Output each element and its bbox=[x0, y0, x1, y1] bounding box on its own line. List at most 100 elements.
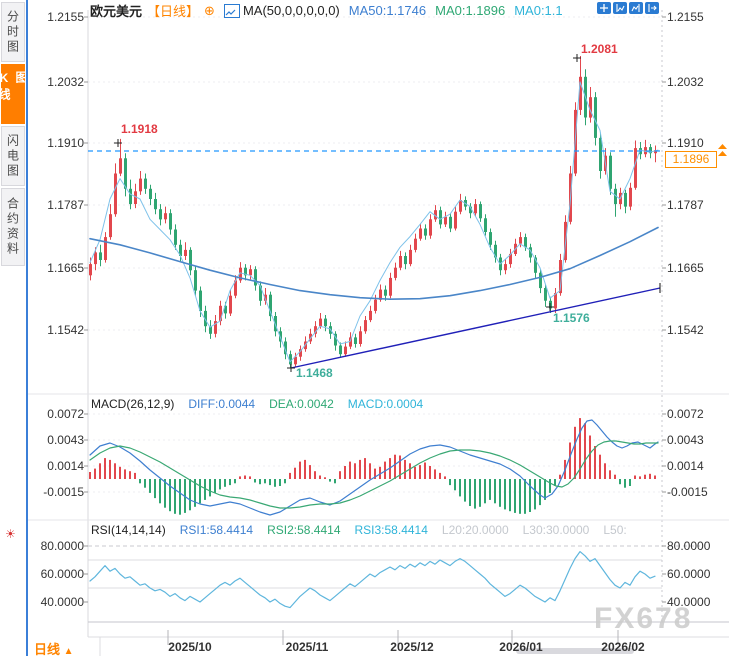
crosshair-move-icon[interactable] bbox=[597, 2, 611, 14]
candle-body bbox=[224, 305, 227, 314]
macd-bar bbox=[269, 479, 271, 486]
candle-body bbox=[259, 285, 262, 301]
price-axis-label: 1.1787 bbox=[667, 198, 704, 212]
candle-body bbox=[404, 256, 407, 265]
candle-body bbox=[459, 200, 462, 212]
macd-axis-label: 0.0014 bbox=[667, 459, 704, 473]
ma-fast-line bbox=[89, 81, 659, 363]
sidebar-tab-contract-info[interactable]: 合约资料 bbox=[1, 188, 25, 266]
candle-body bbox=[299, 349, 302, 357]
macd-bar bbox=[199, 479, 201, 504]
rsi-title[interactable]: RSI(14,14,14) bbox=[91, 523, 166, 537]
candle-body bbox=[634, 148, 637, 188]
trendline[interactable] bbox=[290, 287, 661, 369]
zoom-axis-left-icon[interactable] bbox=[613, 2, 627, 14]
date-label: 2025/12 bbox=[390, 640, 434, 654]
macd-bar bbox=[314, 471, 316, 479]
high-annotation-1: 1.1918 bbox=[121, 122, 158, 136]
macd-bar bbox=[159, 479, 161, 504]
rsi3-label: RSI3:58.4414 bbox=[354, 523, 428, 537]
date-label: 2026/02 bbox=[601, 640, 645, 654]
macd-bar bbox=[294, 467, 296, 479]
macd-bar bbox=[309, 465, 311, 479]
horizontal-scrollbar-thumb[interactable] bbox=[516, 648, 634, 654]
candle-body bbox=[204, 310, 207, 327]
macd-bar bbox=[244, 475, 246, 479]
candle-body bbox=[519, 237, 522, 244]
candle-body bbox=[614, 188, 617, 205]
macd-bar bbox=[359, 459, 361, 479]
candle-body bbox=[144, 178, 147, 189]
candle-body bbox=[579, 76, 582, 110]
macd-bar bbox=[379, 466, 381, 479]
candle-body bbox=[139, 178, 142, 192]
candle-body bbox=[129, 188, 132, 205]
macd-bar bbox=[134, 472, 136, 479]
sidebar-tab-time-chart[interactable]: 分时图 bbox=[1, 2, 25, 62]
candle-body bbox=[364, 320, 367, 332]
candle-body bbox=[559, 260, 562, 294]
macd-bar bbox=[209, 479, 211, 497]
macd-bar bbox=[399, 455, 401, 479]
candle-body bbox=[534, 257, 537, 273]
macd-bar bbox=[594, 446, 596, 479]
candle-body bbox=[334, 333, 337, 346]
watermark: FX678 bbox=[594, 602, 693, 635]
macd-bar bbox=[454, 479, 456, 491]
macd-bar bbox=[354, 463, 356, 479]
candle-body bbox=[429, 219, 432, 236]
candle-body bbox=[589, 97, 592, 118]
macd-bar bbox=[344, 466, 346, 479]
sidebar-tab-lightning-chart[interactable]: 闪电图 bbox=[1, 126, 25, 186]
rsi-line bbox=[89, 550, 656, 609]
macd-bar bbox=[579, 418, 581, 479]
macd-bar bbox=[534, 479, 536, 510]
candle-body bbox=[134, 191, 137, 204]
ma50-value-label: MA50:1.1746 bbox=[348, 3, 427, 18]
macd-axis-label: 0.0043 bbox=[667, 433, 704, 447]
candle-body bbox=[314, 326, 317, 334]
rsi-axis-label: 80.0000 bbox=[667, 539, 711, 553]
macd-bar bbox=[604, 463, 606, 479]
candle-body bbox=[249, 269, 252, 276]
candle-body bbox=[654, 150, 657, 154]
macd-bar bbox=[474, 479, 476, 509]
candle-body bbox=[359, 331, 362, 344]
date-label: 2026/01 bbox=[499, 640, 543, 654]
add-indicator-icon[interactable]: ⊕ bbox=[204, 2, 215, 18]
macd-bar bbox=[284, 479, 286, 484]
pan-right-icon[interactable] bbox=[645, 2, 659, 14]
rsi2-label: RSI2:58.4414 bbox=[267, 523, 341, 537]
macd-bar bbox=[629, 479, 631, 486]
macd-bar bbox=[289, 472, 291, 479]
macd-title[interactable]: MACD(26,12,9) bbox=[91, 397, 175, 411]
macd-bar bbox=[589, 435, 591, 479]
candle-body bbox=[369, 310, 372, 321]
low-annotation-1: 1.1468 bbox=[296, 366, 333, 380]
rsi1-label: RSI1:58.4414 bbox=[179, 523, 254, 537]
macd-bar bbox=[424, 462, 426, 479]
candle-body bbox=[469, 206, 472, 214]
chart-type-sidebar: 分时图 K线图 闪电图 合约资料 bbox=[0, 0, 28, 656]
period-tab-daily[interactable]: 日线 ▲ bbox=[34, 642, 74, 656]
macd-axis-label: 0.0072 bbox=[667, 407, 704, 421]
indicator-settings-icon[interactable]: ☀ bbox=[5, 527, 16, 541]
candle-body bbox=[479, 204, 482, 219]
candle-body bbox=[194, 270, 197, 291]
macd-bar bbox=[324, 477, 326, 479]
macd-bar bbox=[174, 479, 176, 514]
last-price-badge: 1.1896 bbox=[665, 151, 717, 168]
macd-bar bbox=[599, 454, 601, 479]
scroll-to-latest-icon[interactable] bbox=[716, 142, 729, 158]
candle-body bbox=[474, 204, 477, 214]
candle-body bbox=[409, 249, 412, 265]
sidebar-tab-candle-chart[interactable]: K线图 bbox=[0, 64, 28, 124]
ma-settings-label[interactable]: MA(50,0,0,0,0,0) bbox=[242, 3, 340, 18]
macd-bar bbox=[644, 474, 646, 479]
candle-body bbox=[554, 293, 557, 309]
macd-bar bbox=[429, 466, 431, 479]
candle-body bbox=[99, 252, 102, 260]
candle-body bbox=[494, 244, 497, 258]
zoom-axis-right-icon[interactable] bbox=[629, 2, 643, 14]
